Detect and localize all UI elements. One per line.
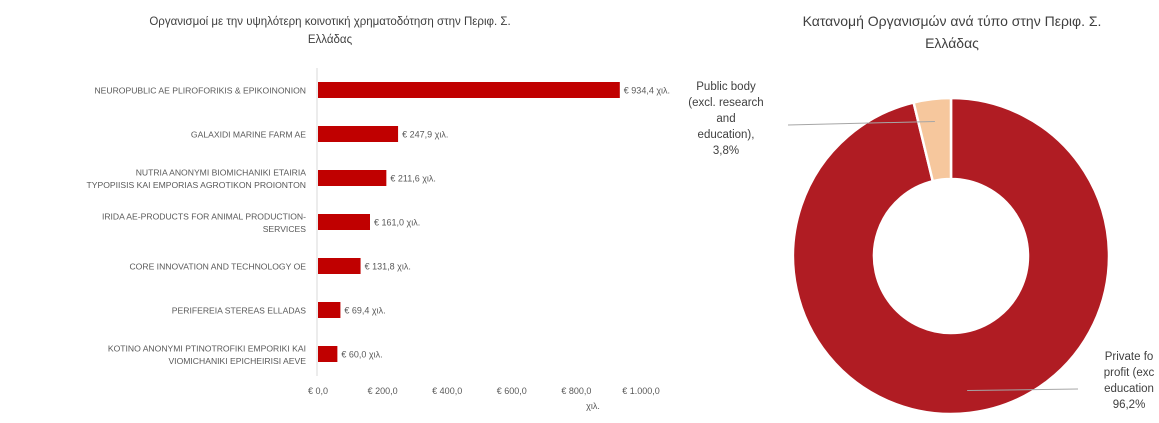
- donut-leader-line-2: [787, 120, 935, 126]
- bar-5: [318, 258, 361, 274]
- bar-chart-title-line-2: Ελλάδας: [308, 34, 353, 46]
- bar-category-label-1: NEUROPUBLIC AE PLIROFORIKIS & EPIKOINONI…: [94, 86, 306, 96]
- donut-slice-2: [912, 96, 953, 183]
- bar-chart-tick-unit-label: χιλ.: [586, 401, 600, 411]
- donut-label-2-line-1: Public body: [696, 81, 756, 93]
- bar-7: [318, 346, 338, 362]
- donut-label-2-line-2: (excl. research: [688, 97, 763, 109]
- bar-data-label-7: € 60,0 χιλ.: [341, 350, 382, 360]
- bar-chart: Οργανισμοί με την υψηλότερη κοινοτική χρ…: [86, 16, 670, 411]
- donut-label-2-line-5: 3,8%: [713, 145, 739, 157]
- bar-x-tick-label-2: € 200,0: [368, 386, 398, 396]
- bar-4: [318, 214, 371, 230]
- bar-category-label-6: PERIFEREIA STEREAS ELLADAS: [172, 306, 306, 316]
- bar-data-label-4: € 161,0 χιλ.: [374, 218, 420, 228]
- donut-label-1-line-1: Private fo: [1105, 351, 1154, 363]
- bar-chart-title-line-1: Οργανισμοί με την υψηλότερη κοινοτική χρ…: [149, 16, 510, 28]
- bar-data-label-1: € 934,4 χιλ.: [624, 86, 670, 96]
- donut-label-2-line-4: education),: [698, 129, 755, 141]
- bar-2: [318, 126, 399, 142]
- bar-category-label-3-line-1: NUTRIA ANONYMI BIOMICHANIKI ETAIRIA: [136, 167, 307, 177]
- bar-category-label-7-line-1: KOTINO ANONYMI PTINOTROFIKI EMPORIKI KAI: [108, 343, 306, 353]
- bar-x-tick-label-1: € 0,0: [308, 386, 328, 396]
- donut-chart-title-line-2: Ελλάδας: [925, 35, 979, 51]
- bar-x-tick-label-3: € 400,0: [432, 386, 462, 396]
- bar-category-label-4-line-1: IRIDA AE-PRODUCTS FOR ANIMAL PRODUCTION-: [102, 211, 306, 221]
- donut-chart-title-line-1: Κατανομή Οργανισμών ανά τύπο στην Περιφ.…: [803, 13, 1102, 29]
- bar-data-label-5: € 131,8 χιλ.: [365, 262, 411, 272]
- donut-label-1-line-2: profit (exc: [1104, 367, 1155, 379]
- bar-x-tick-label-5: € 800,0: [561, 386, 591, 396]
- bar-category-label-3-line-2: TYPOPIISIS KAI EMPORIAS AGROTIKON PROION…: [86, 180, 306, 190]
- donut-slice-1: [791, 96, 1111, 416]
- bar-category-label-5: CORE INNOVATION AND TECHNOLOGY OE: [129, 262, 306, 272]
- bar-6: [318, 302, 341, 318]
- donut-leader-line-1: [967, 388, 1079, 392]
- bar-1: [318, 82, 620, 98]
- donut-label-1-line-4: 96,2%: [1113, 399, 1146, 411]
- bar-category-label-7-line-2: VIOMICHANIKI EPICHEIRISI AEVE: [168, 356, 306, 366]
- donut-label-2-line-3: and: [716, 113, 735, 125]
- bar-category-label-4-line-2: SERVICES: [263, 224, 307, 234]
- bar-3: [318, 170, 387, 186]
- donut-label-1-line-3: education: [1104, 383, 1154, 395]
- bar-x-tick-label-4: € 600,0: [497, 386, 527, 396]
- donut-chart: Κατανομή Οργανισμών ανά τύπο στην Περιφ.…: [688, 13, 1155, 416]
- bar-category-label-2: GALAXIDI MARINE FARM AE: [191, 130, 306, 140]
- bar-data-label-3: € 211,6 χιλ.: [390, 174, 436, 184]
- bar-data-label-6: € 69,4 χιλ.: [344, 306, 385, 316]
- bar-x-tick-label-6: € 1.000,0: [622, 386, 660, 396]
- bar-data-label-2: € 247,9 χιλ.: [402, 130, 448, 140]
